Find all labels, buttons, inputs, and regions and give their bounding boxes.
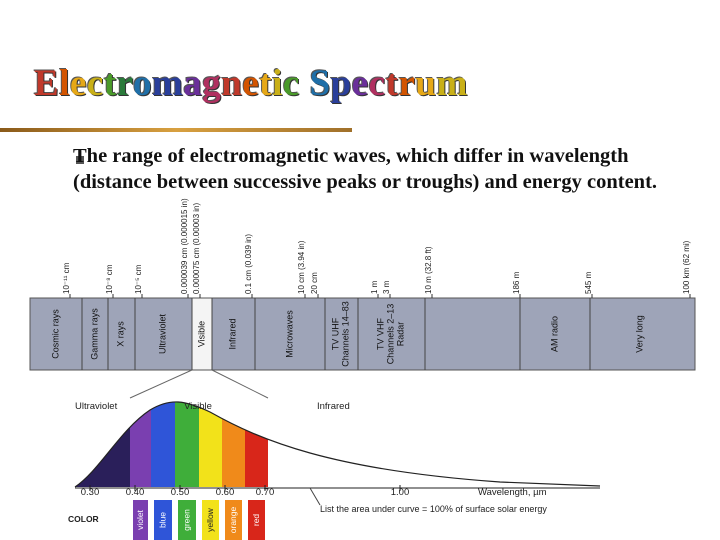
axis-tick-label: 0.60 [216, 487, 235, 498]
color-swatch [202, 500, 219, 540]
band-label: Microwaves [284, 310, 294, 358]
region-label: Visible [184, 401, 212, 412]
color-label: violet [135, 509, 145, 529]
color-label: red [251, 514, 261, 527]
axis-tick-label: 0.30 [81, 487, 100, 498]
band-label: Cosmic rays [50, 309, 60, 359]
title-rule [0, 128, 352, 132]
band-label: TV VHF [375, 318, 385, 351]
wavelength-label: 20 cm [310, 272, 319, 294]
color-swatch [248, 500, 265, 540]
connector [129, 369, 193, 399]
bullet-mark [76, 156, 84, 164]
color-swatch [133, 500, 148, 540]
band-label: Ultraviolet [157, 313, 167, 354]
color-label: blue [157, 512, 167, 528]
region-label: Ultraviolet [75, 401, 118, 412]
wavelength-label: 186 m [512, 271, 521, 294]
band-label: AM radio [549, 316, 559, 352]
wavelength-label: 3 m [382, 280, 391, 294]
wavelength-label: 10 cm (3.94 in) [297, 240, 306, 294]
axis-label: Wavelength, µm [478, 487, 547, 498]
band-label: Channels 14–83 [340, 301, 350, 367]
wavelength-label: 0.000075 cm (0.00003 in) [192, 202, 201, 294]
axis-tick-label: 0.70 [256, 487, 275, 498]
color-swatch [178, 500, 196, 540]
wavelength-label: 10⁻¹¹ cm [62, 262, 71, 294]
band-label: TV UHF [330, 317, 340, 350]
caption-pointer [309, 487, 321, 506]
region-label: Infrared [317, 401, 350, 412]
color-swatch [154, 500, 172, 540]
wavelength-label: 10⁻⁸ cm [105, 264, 114, 294]
color-label: green [181, 509, 191, 531]
band-label: Visible [196, 321, 206, 347]
caption: List the area under curve = 100% of surf… [320, 504, 547, 514]
color-heading: COLOR [68, 514, 99, 524]
solar-curve [74, 401, 601, 488]
wavelength-label: 0.000039 cm (0.000015 in) [180, 198, 189, 294]
wavelength-label: 10⁻⁵ cm [134, 264, 143, 294]
axis-tick-label: 0.40 [126, 487, 145, 498]
axis-tick-label: 1.00 [391, 487, 410, 498]
wavelength-label: 545 m [584, 271, 593, 294]
bullet-text: The range of electromagnetic waves, whic… [73, 145, 658, 193]
color-swatch [225, 500, 242, 540]
band-label: X rays [115, 321, 125, 347]
wavelength-label: 0.1 cm (0.039 in) [244, 234, 253, 294]
band-label: Channels 2–13 [385, 304, 395, 365]
band-label: Radar [395, 322, 405, 347]
band-label: Gamma rays [89, 308, 99, 360]
band-label: Infrared [227, 318, 237, 349]
wavelength-label: 1 m [370, 280, 379, 294]
color-label: yellow [205, 507, 215, 531]
connector [211, 369, 269, 399]
wavelength-label: 100 km (62 mi) [682, 240, 691, 294]
axis-tick-label: 0.50 [171, 487, 190, 498]
color-label: orange [228, 506, 238, 533]
wavelength-label: 10 m (32.8 ft) [424, 246, 433, 294]
band-label: Very long [634, 315, 644, 353]
slide-title: Electromagnetic Spectrum [34, 63, 468, 104]
spectrum-bar [29, 297, 696, 371]
